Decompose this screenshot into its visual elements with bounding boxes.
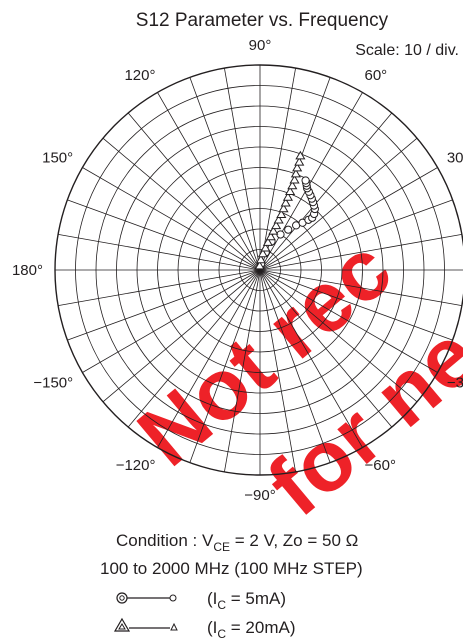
legend-triangle-marker-end — [170, 622, 178, 631]
data-point-20ma — [255, 254, 266, 264]
legend-circle-marker-inner — [119, 595, 125, 601]
data-point-20ma — [278, 203, 289, 213]
watermark: Not rec for ne — [121, 221, 463, 535]
legend-circle-marker-outer — [116, 592, 128, 604]
grid-spoke — [259, 68, 296, 271]
angle-label: 120° — [124, 67, 155, 84]
grid-spoke — [102, 137, 261, 271]
data-point-20ma — [265, 231, 276, 241]
data-point-20ma — [262, 237, 273, 246]
grid-spoke — [67, 199, 261, 271]
data-point-20ma — [290, 168, 301, 178]
angle-label: −120° — [116, 457, 156, 474]
grid-spoke — [259, 112, 393, 271]
condition-line-2: 100 to 2000 MHz (100 MHz STEP) — [100, 559, 363, 578]
chart-title: S12 Parameter vs. Frequency — [136, 10, 389, 31]
data-point-5ma — [301, 176, 310, 185]
grid-spoke — [259, 269, 438, 373]
legend: (IC = 5mA) (IC = 20mA) — [113, 589, 296, 641]
data-point-20ma — [280, 197, 291, 207]
grid-spoke — [127, 269, 261, 428]
angle-label: −90° — [244, 487, 275, 504]
data-series — [254, 150, 319, 270]
grid-spoke — [127, 112, 261, 271]
angle-label: 30° — [447, 150, 463, 167]
grid-spoke — [82, 167, 261, 271]
grid-spoke — [189, 77, 261, 271]
grid-spoke — [259, 137, 418, 271]
grid-spoke — [259, 92, 363, 271]
grid-spoke — [102, 269, 261, 403]
grid-spoke — [259, 269, 393, 428]
grid-spoke — [259, 269, 462, 306]
data-point-5ma — [284, 225, 293, 234]
grid-spoke — [259, 269, 363, 448]
data-point-20ma — [285, 186, 296, 195]
legend-triangle-marker-inner — [118, 623, 126, 630]
grid-spoke — [224, 269, 261, 472]
grid-spoke — [224, 68, 261, 271]
grid-spoke — [259, 167, 438, 271]
grid-spoke — [259, 234, 462, 271]
grid-spoke — [259, 269, 331, 463]
legend-item-5ma: (IC = 5mA) — [116, 589, 286, 612]
angle-label: 90° — [249, 37, 272, 54]
grid-spoke — [157, 92, 261, 271]
grid-spoke — [157, 269, 261, 448]
polar-grid — [54, 64, 463, 476]
data-point-20ma — [257, 248, 268, 258]
data-point-20ma — [287, 180, 298, 190]
data-point-20ma — [260, 242, 271, 252]
grid-spoke — [82, 269, 261, 373]
angle-labels: 90° 60° 30° 120° 150° 180° −150° −120° −90° −60° −… — [12, 37, 463, 504]
legend-circle-marker-end — [169, 594, 177, 602]
data-point-20ma — [292, 162, 303, 172]
data-point-20ma — [254, 260, 265, 270]
grid-spoke — [58, 234, 261, 271]
legend-triangle-marker-outer — [113, 617, 131, 632]
grid-spoke — [189, 269, 261, 463]
grid-spoke — [259, 269, 296, 472]
condition-line-1: Condition : VCE = 2 V, Zo = 50 Ω — [116, 531, 358, 554]
grid-spoke — [58, 269, 261, 306]
data-point-20ma — [295, 150, 306, 160]
grid-spoke — [259, 199, 453, 271]
data-point-20ma — [289, 174, 300, 184]
data-point-20ma — [268, 226, 279, 235]
angle-label: −60° — [365, 457, 396, 474]
legend-label-5ma: (IC = 5mA) — [207, 589, 286, 612]
data-point-20ma — [294, 156, 305, 166]
grid-spoke — [259, 269, 418, 403]
data-point-20ma — [273, 214, 284, 224]
legend-item-20ma: (IC = 20mA) — [113, 617, 296, 641]
data-point-20ma — [276, 209, 287, 218]
data-point-20ma — [282, 192, 293, 201]
angle-label: 60° — [365, 67, 388, 84]
angle-label: −150° — [33, 375, 73, 392]
angle-label: 150° — [42, 150, 73, 167]
grid-spoke — [259, 269, 453, 341]
grid-spoke — [67, 269, 261, 341]
angle-label: 180° — [12, 262, 43, 279]
angle-label: −30° — [447, 375, 463, 392]
data-point-20ma — [271, 220, 282, 230]
legend-label-20ma: (IC = 20mA) — [207, 618, 296, 641]
scale-label: Scale: 10 / div. — [355, 42, 459, 59]
